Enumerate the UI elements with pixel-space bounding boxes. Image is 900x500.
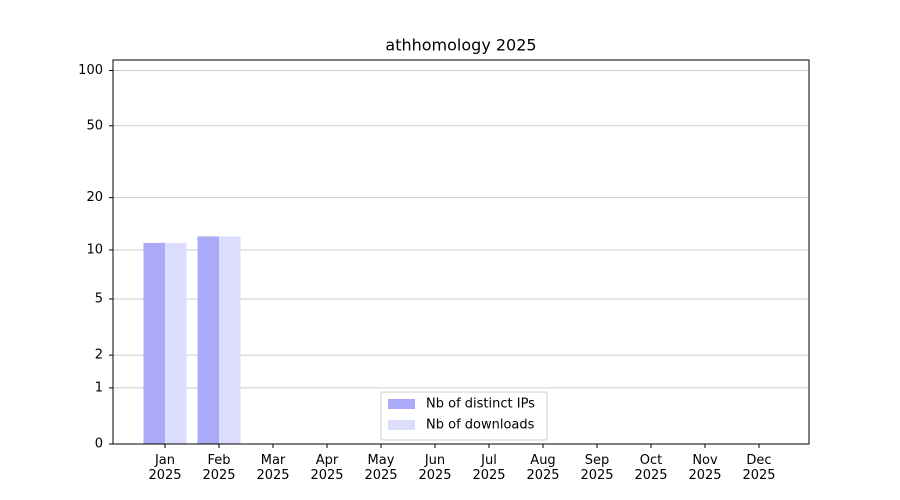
bar — [143, 242, 165, 444]
y-tick-label: 0 — [95, 437, 103, 452]
x-tick-label: Jan 2025 — [148, 453, 182, 483]
x-tick-label: Mar 2025 — [256, 453, 290, 483]
x-tick-label: Apr 2025 — [310, 453, 344, 483]
x-tick-label: Oct 2025 — [634, 453, 668, 483]
bar — [197, 236, 219, 444]
x-tick-label: Feb 2025 — [202, 453, 236, 483]
x-tick-label: May 2025 — [364, 453, 398, 483]
bar — [219, 236, 241, 444]
y-tick-label: 5 — [95, 291, 103, 306]
legend-swatch — [388, 420, 415, 430]
x-tick-label: Dec 2025 — [742, 453, 776, 483]
chart-title: athhomology 2025 — [385, 36, 536, 55]
axes-frame — [112, 59, 810, 445]
x-tick-label: Nov 2025 — [688, 453, 722, 483]
legend-swatch — [388, 399, 415, 409]
x-tick-label: Jun 2025 — [418, 453, 452, 483]
y-tick-label: 1 — [95, 380, 103, 395]
bar — [165, 242, 187, 444]
x-tick-label: Aug 2025 — [526, 453, 560, 483]
y-tick-label: 50 — [86, 118, 103, 133]
x-tick-label: Sep 2025 — [580, 453, 614, 483]
x-tick-label: Jul 2025 — [472, 453, 506, 483]
legend-box — [380, 391, 548, 441]
y-tick-label: 20 — [86, 190, 103, 205]
legend-label: Nb of downloads — [426, 418, 535, 433]
y-tick-label: 100 — [78, 63, 103, 78]
y-tick-label: 2 — [95, 348, 103, 363]
y-tick-label: 10 — [86, 242, 103, 257]
legend-label: Nb of distinct IPs — [426, 397, 535, 412]
